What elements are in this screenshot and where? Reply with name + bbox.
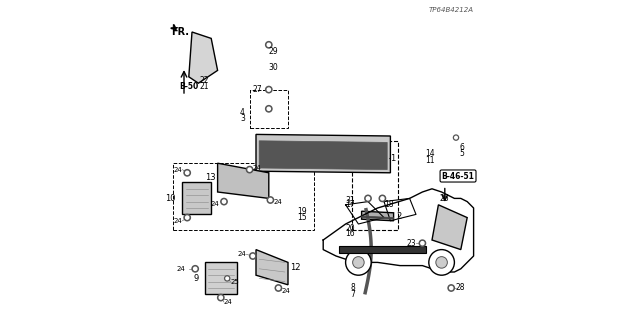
Circle shape [184,170,191,176]
Text: 22: 22 [200,76,209,84]
Text: 6: 6 [460,143,464,152]
Bar [250,90,288,128]
Polygon shape [182,182,211,214]
Circle shape [184,214,191,221]
Circle shape [269,198,272,202]
Polygon shape [256,250,288,285]
Text: 7: 7 [350,290,355,299]
Circle shape [366,197,370,200]
Text: 17: 17 [346,200,355,209]
Circle shape [221,198,227,205]
Text: 11: 11 [426,156,435,164]
Text: 21: 21 [200,82,209,91]
Text: 15: 15 [298,213,307,222]
Circle shape [455,136,457,139]
Polygon shape [362,211,394,221]
Circle shape [218,294,224,301]
Circle shape [421,242,424,245]
Circle shape [419,240,426,246]
Text: 24: 24 [237,252,246,257]
Circle shape [266,86,272,93]
Circle shape [365,195,371,202]
Text: 29: 29 [269,47,278,56]
Circle shape [186,171,189,174]
Circle shape [379,195,385,202]
Circle shape [186,216,189,219]
Circle shape [246,166,253,173]
Text: 31: 31 [346,196,355,204]
Polygon shape [256,134,390,173]
Text: FR.: FR. [171,25,189,37]
Text: 8: 8 [351,284,355,292]
Circle shape [346,250,371,275]
Circle shape [225,276,230,281]
Circle shape [250,253,256,259]
Text: 30: 30 [269,63,278,72]
Text: 25: 25 [230,279,239,284]
Polygon shape [189,32,218,83]
Text: 2: 2 [397,212,402,221]
Circle shape [353,257,364,268]
Circle shape [448,285,454,291]
Text: 24: 24 [253,165,262,171]
Circle shape [223,200,226,203]
Circle shape [268,107,271,110]
Circle shape [275,285,282,291]
Polygon shape [205,262,237,294]
Circle shape [226,277,228,280]
Text: B-50: B-50 [179,82,198,91]
Text: 13: 13 [205,173,216,182]
Text: 1: 1 [390,154,396,163]
Circle shape [449,286,453,290]
Text: 24: 24 [211,201,219,207]
Text: 9: 9 [193,274,198,283]
Text: 5: 5 [460,149,464,158]
Text: 23: 23 [406,239,416,248]
Text: 4: 4 [240,108,245,116]
Text: TP64B4212A: TP64B4212A [429,7,474,12]
Text: 19: 19 [298,207,307,216]
Text: 24: 24 [173,218,182,224]
Text: 24: 24 [177,266,186,272]
Text: 24: 24 [274,199,282,205]
Polygon shape [259,141,387,170]
Circle shape [219,296,223,299]
Circle shape [381,197,384,200]
Text: 12: 12 [290,263,300,272]
Text: 27: 27 [253,85,262,94]
Circle shape [268,88,271,91]
Circle shape [248,168,252,171]
Polygon shape [432,205,467,250]
Circle shape [436,257,447,268]
Circle shape [252,254,255,258]
Circle shape [429,250,454,275]
Bar [173,163,314,230]
Circle shape [266,42,272,48]
Bar [352,141,398,230]
Text: 16: 16 [346,229,355,238]
Text: 20: 20 [346,224,355,233]
Text: B-46-51: B-46-51 [442,172,474,180]
Circle shape [193,267,197,270]
Circle shape [192,266,198,272]
Circle shape [453,135,458,140]
Text: 24: 24 [173,167,182,172]
Circle shape [266,106,272,112]
Text: 18: 18 [384,200,394,209]
Text: 10: 10 [166,194,176,203]
Circle shape [268,43,271,46]
Text: 26: 26 [440,194,450,203]
Circle shape [276,286,280,290]
Polygon shape [362,216,394,219]
Text: 28: 28 [456,284,465,292]
Text: 3: 3 [240,114,245,123]
Bar [339,246,426,253]
Text: 24: 24 [282,288,291,293]
Text: 14: 14 [426,149,435,158]
Text: 24: 24 [224,299,233,305]
Circle shape [268,197,274,203]
Polygon shape [218,163,269,198]
